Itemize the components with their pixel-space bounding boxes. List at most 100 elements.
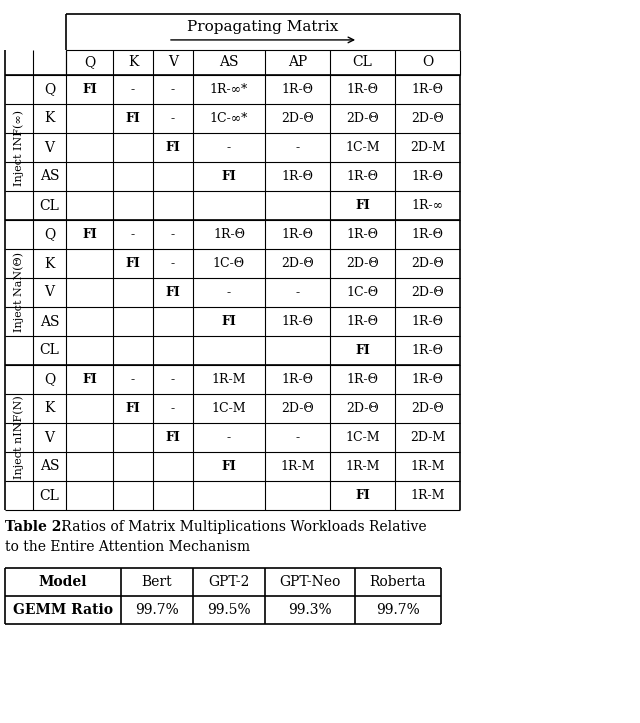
Text: 1C-Θ: 1C-Θ [346,286,379,299]
Text: AS: AS [40,460,60,474]
Text: CL: CL [40,199,60,213]
Text: FI: FI [355,344,370,357]
Text: 1C-Θ: 1C-Θ [213,257,245,270]
Text: 2D-M: 2D-M [410,141,445,154]
Text: K: K [44,257,54,270]
Text: 1R-M: 1R-M [410,460,445,473]
Text: 2D-Θ: 2D-Θ [411,112,444,125]
Text: FI: FI [125,257,140,270]
Text: 1R-M: 1R-M [280,460,315,473]
Text: 1R-Θ: 1R-Θ [346,83,378,96]
Text: 2D-Θ: 2D-Θ [346,112,379,125]
Text: FI: FI [355,199,370,212]
Text: CL: CL [353,56,372,69]
Text: 1R-M: 1R-M [345,460,380,473]
Text: 1R-Θ: 1R-Θ [346,373,378,386]
Text: FI: FI [355,489,370,502]
Text: V: V [45,286,54,299]
Text: 1R-Θ: 1R-Θ [282,315,314,328]
Text: FI: FI [125,402,140,415]
Text: FI: FI [221,170,236,183]
Text: 1C-M: 1C-M [345,431,380,444]
Text: 1R-Θ: 1R-Θ [412,344,444,357]
Text: GPT-Neo: GPT-Neo [279,575,340,589]
Text: GPT-2: GPT-2 [208,575,250,589]
Text: V: V [45,140,54,155]
Text: AP: AP [288,56,307,69]
Text: AS: AS [40,315,60,328]
Text: 1R-Θ: 1R-Θ [346,315,378,328]
Text: GEMM Ratio: GEMM Ratio [13,603,113,617]
Text: K: K [44,111,54,126]
Text: -: - [171,112,175,125]
Text: -: - [296,141,300,154]
Text: 1R-Θ: 1R-Θ [282,83,314,96]
Text: 2D-Θ: 2D-Θ [346,257,379,270]
Text: Inject nINF(N): Inject nINF(N) [13,395,24,479]
Text: -: - [171,257,175,270]
Text: -: - [131,228,135,241]
Text: 1C-M: 1C-M [345,141,380,154]
Text: CL: CL [40,343,60,357]
Text: 2D-Θ: 2D-Θ [281,257,314,270]
Text: Ratios of Matrix Multiplications Workloads Relative: Ratios of Matrix Multiplications Workloa… [57,520,427,534]
Text: 2D-Θ: 2D-Θ [411,286,444,299]
Text: FI: FI [82,228,97,241]
Text: 1C-M: 1C-M [212,402,246,415]
Text: Q: Q [44,372,55,387]
Text: 1R-Θ: 1R-Θ [412,315,444,328]
Text: -: - [171,373,175,386]
Text: 2D-M: 2D-M [410,431,445,444]
Text: O: O [422,56,433,69]
Text: V: V [168,56,178,69]
Text: 1R-Θ: 1R-Θ [282,373,314,386]
Text: FI: FI [82,373,97,386]
Text: FI: FI [221,315,236,328]
Text: FI: FI [82,83,97,96]
Text: Bert: Bert [141,575,172,589]
Text: Q: Q [44,82,55,96]
Text: 2D-Θ: 2D-Θ [281,112,314,125]
Text: 1R-∞: 1R-∞ [412,199,444,212]
Text: Model: Model [39,575,87,589]
Text: K: K [44,401,54,416]
Text: -: - [171,83,175,96]
Text: 1R-M: 1R-M [410,489,445,502]
Text: -: - [131,373,135,386]
Text: AS: AS [220,56,239,69]
Text: 1R-Θ: 1R-Θ [346,228,378,241]
Text: K: K [128,56,138,69]
Text: 1R-M: 1R-M [212,373,246,386]
Text: -: - [296,431,300,444]
Text: 1R-Θ: 1R-Θ [412,228,444,241]
Text: FI: FI [166,141,180,154]
Text: -: - [296,286,300,299]
Text: 1R-Θ: 1R-Θ [346,170,378,183]
Text: Roberta: Roberta [370,575,426,589]
Text: 1R-Θ: 1R-Θ [412,373,444,386]
Text: 1R-Θ: 1R-Θ [412,83,444,96]
Text: Inject NaN(Θ): Inject NaN(Θ) [13,252,24,333]
Text: -: - [171,228,175,241]
Text: CL: CL [40,489,60,502]
Text: 99.7%: 99.7% [376,603,420,617]
Text: 2D-Θ: 2D-Θ [346,402,379,415]
Text: AS: AS [40,169,60,184]
Text: V: V [45,430,54,445]
Text: -: - [171,402,175,415]
Text: to the Entire Attention Mechanism: to the Entire Attention Mechanism [5,540,250,554]
Text: 99.7%: 99.7% [135,603,179,617]
Text: 1C-∞*: 1C-∞* [210,112,248,125]
Text: Inject INF(∞): Inject INF(∞) [13,109,24,186]
Text: Propagating Matrix: Propagating Matrix [188,20,339,33]
Text: 99.3%: 99.3% [288,603,332,617]
Text: -: - [227,286,231,299]
Text: 99.5%: 99.5% [207,603,251,617]
Text: Q: Q [44,228,55,241]
Text: FI: FI [166,431,180,444]
Text: -: - [227,141,231,154]
Text: -: - [131,83,135,96]
Text: Table 2.: Table 2. [5,520,67,534]
Text: 1R-Θ: 1R-Θ [213,228,245,241]
Text: 1R-Θ: 1R-Θ [282,228,314,241]
